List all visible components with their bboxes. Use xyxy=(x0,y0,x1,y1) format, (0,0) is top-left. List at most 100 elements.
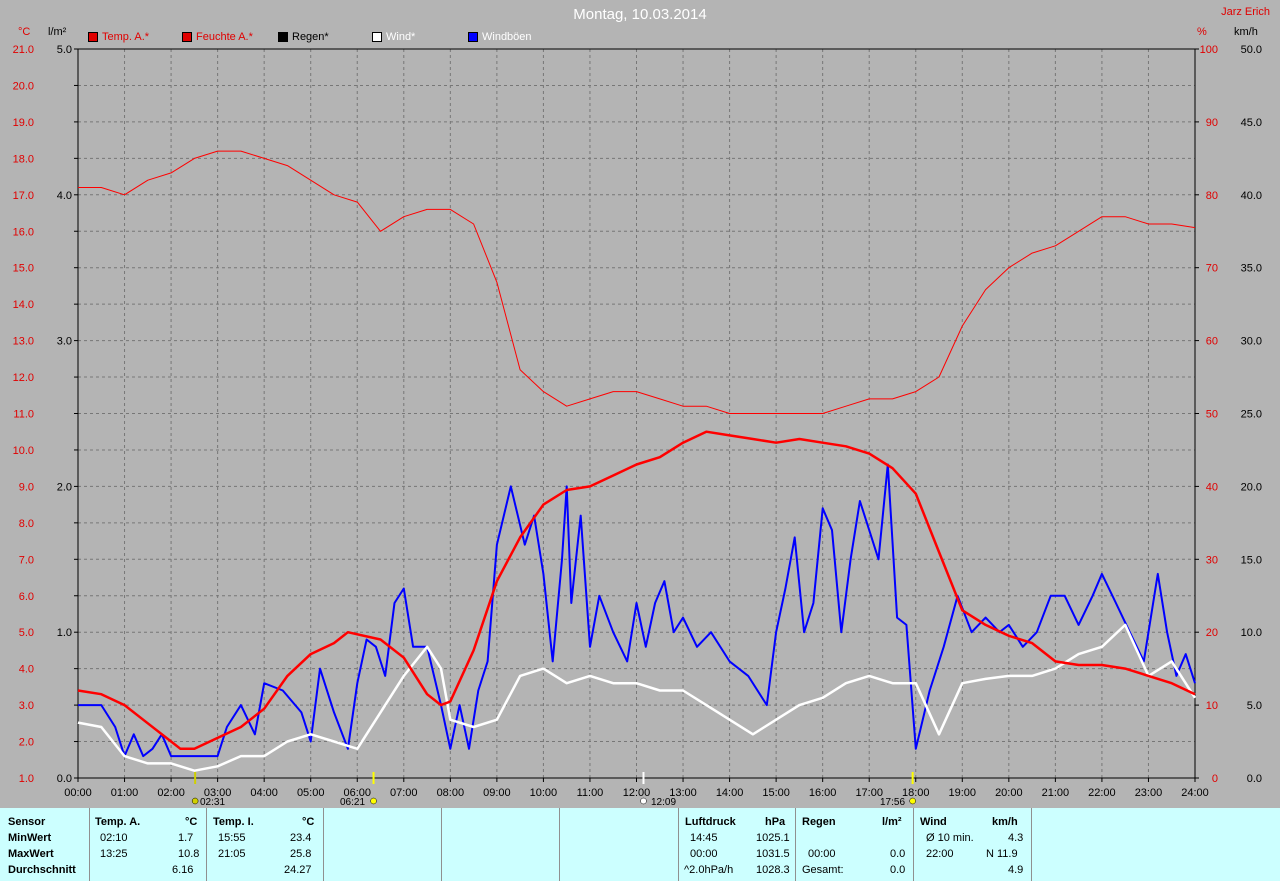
wind-header: Wind xyxy=(920,816,947,828)
x-tick-label: 03:00 xyxy=(204,787,232,799)
rain-unit: l/m² xyxy=(882,816,902,828)
legend-label: Wind* xyxy=(386,31,416,43)
legend-item-rain: Regen* xyxy=(278,31,329,43)
rain-tick-label: 2.0 xyxy=(57,481,72,493)
legend-swatch xyxy=(88,32,98,42)
legend-label: Windböen xyxy=(482,31,532,43)
rain-tick-label: 3.0 xyxy=(57,336,72,348)
x-tick-label: 20:00 xyxy=(995,787,1023,799)
temp-tick-label: 7.0 xyxy=(19,554,34,566)
temp-tick-label: 9.0 xyxy=(19,481,34,493)
x-tick-label: 05:00 xyxy=(297,787,325,799)
humidity-tick-label: 60 xyxy=(1206,336,1218,348)
legend-item-temp: Temp. A.* xyxy=(88,31,149,43)
pressure-unit: hPa xyxy=(765,816,786,828)
wind-tick-label: 35.0 xyxy=(1241,263,1262,275)
temp-i-max: 25.8 xyxy=(290,848,312,860)
sunset-time: 17:56 xyxy=(880,797,906,808)
wind-tick-label: 0.0 xyxy=(1247,773,1262,785)
pressure-trend: ^2.0hPa/h xyxy=(684,864,734,876)
temp-a-header: Temp. A. xyxy=(95,816,141,828)
humidity-tick-label: 50 xyxy=(1206,409,1218,421)
wind-max-time: 22:00 xyxy=(926,848,954,860)
temp-tick-label: 11.0 xyxy=(13,409,34,421)
humidity-tick-label: 80 xyxy=(1206,190,1218,202)
chart-area: 00:00 01:00 02:00 03:00 04:00 05:00 06:00 07:00… xyxy=(13,6,1270,808)
humidity-unit-label: % xyxy=(1197,26,1207,38)
x-tick-label: 22:00 xyxy=(1088,787,1116,799)
temp-tick-label: 16.0 xyxy=(13,226,34,238)
wind-avg10: 4.3 xyxy=(1008,832,1024,844)
x-tick-label: 21:00 xyxy=(1042,787,1070,799)
series-line-temp-a xyxy=(77,430,1196,751)
row-label-min: MinWert xyxy=(8,832,52,844)
temp-tick-label: 15.0 xyxy=(13,263,34,275)
event-icon-noon xyxy=(640,797,647,805)
x-tick-label: 06:00 xyxy=(343,787,371,799)
temp-tick-label: 5.0 xyxy=(19,627,34,639)
temp-tick-label: 2.0 xyxy=(19,737,34,749)
temp-a-max: 10.8 xyxy=(178,848,200,860)
temp-i-header: Temp. I. xyxy=(213,816,254,828)
pressure-avg: 1028.3 xyxy=(756,864,790,876)
rain-total-label: Gesamt: xyxy=(802,864,844,876)
weather-chart: 00:00 01:00 02:00 03:00 04:00 05:00 06:00 07:00… xyxy=(13,44,1262,805)
wind-tick-label: 30.0 xyxy=(1241,336,1262,348)
rain-header: Regen xyxy=(802,816,836,828)
author-label: Jarz Erich xyxy=(1221,6,1270,18)
event-icon-sunset xyxy=(909,797,916,805)
pressure-min-time: 14:45 xyxy=(690,832,718,844)
temp-tick-label: 12.0 xyxy=(13,372,34,384)
x-tick-label: 09:00 xyxy=(483,787,511,799)
temp-tick-label: 13.0 xyxy=(13,336,34,348)
wind-max: N 11.9 xyxy=(986,848,1018,860)
x-tick-label: 07:00 xyxy=(390,787,418,799)
humidity-tick-label: 90 xyxy=(1206,117,1218,129)
x-tick-label: 00:00 xyxy=(64,787,92,799)
sunrise-time: 06:21 xyxy=(340,797,366,808)
temp-i-avg: 24.27 xyxy=(284,864,312,876)
rain-tick-label: 0.0 xyxy=(57,773,72,785)
x-tick-label: 23:00 xyxy=(1135,787,1163,799)
temp-i-unit: °C xyxy=(302,816,315,828)
wind-tick-label: 45.0 xyxy=(1241,117,1262,129)
rain-tick-label: 4.0 xyxy=(57,190,72,202)
humidity-tick-label: 10 xyxy=(1206,700,1218,712)
temp-tick-label: 4.0 xyxy=(19,664,34,676)
temp-i-max-time: 21:05 xyxy=(218,848,246,860)
wind-avg10-label: Ø 10 min. xyxy=(926,832,974,844)
pressure-max-time: 00:00 xyxy=(690,848,718,860)
legend-item-wind: Wind* xyxy=(372,31,415,43)
temp-tick-label: 21.0 xyxy=(13,44,34,56)
rain-unit-label: l/m² xyxy=(48,26,67,38)
row-label-avg: Durchschnitt xyxy=(8,864,76,876)
noon-time: 12:09 xyxy=(651,797,677,808)
x-tick-label: 10:00 xyxy=(530,787,558,799)
humidity-tick-label: 40 xyxy=(1206,481,1218,493)
humidity-tick-label: 20 xyxy=(1206,627,1218,639)
legend-item-humidity: Feuchte A.* xyxy=(182,31,253,43)
temp-tick-label: 18.0 xyxy=(13,153,34,165)
rain-total: 0.0 xyxy=(890,864,906,876)
rain-max: 0.0 xyxy=(890,848,906,860)
x-tick-label: 11:00 xyxy=(577,787,604,799)
legend-label: Feuchte A.* xyxy=(196,31,253,43)
temp-tick-label: 19.0 xyxy=(13,117,34,129)
series-line-feuchte-a xyxy=(78,150,1196,414)
x-tick-label: 24:00 xyxy=(1181,787,1209,799)
legend-label: Temp. A.* xyxy=(102,31,150,43)
humidity-tick-label: 70 xyxy=(1206,263,1218,275)
temp-tick-label: 3.0 xyxy=(19,700,34,712)
rain-tick-label: 1.0 xyxy=(57,627,72,639)
x-tick-label: 14:00 xyxy=(716,787,744,799)
wind-tick-label: 15.0 xyxy=(1241,554,1262,566)
temp-tick-label: 6.0 xyxy=(19,591,34,603)
temp-a-avg: 6.16 xyxy=(172,864,194,876)
x-tick-label: 18:00 xyxy=(902,787,930,799)
temp-a-unit: °C xyxy=(185,816,198,828)
pressure-max: 1031.5 xyxy=(756,848,790,860)
temp-i-min-time: 15:55 xyxy=(218,832,246,844)
legend-swatch xyxy=(468,32,478,42)
series-line-wind xyxy=(77,623,1197,772)
x-tick-label: 17:00 xyxy=(855,787,883,799)
